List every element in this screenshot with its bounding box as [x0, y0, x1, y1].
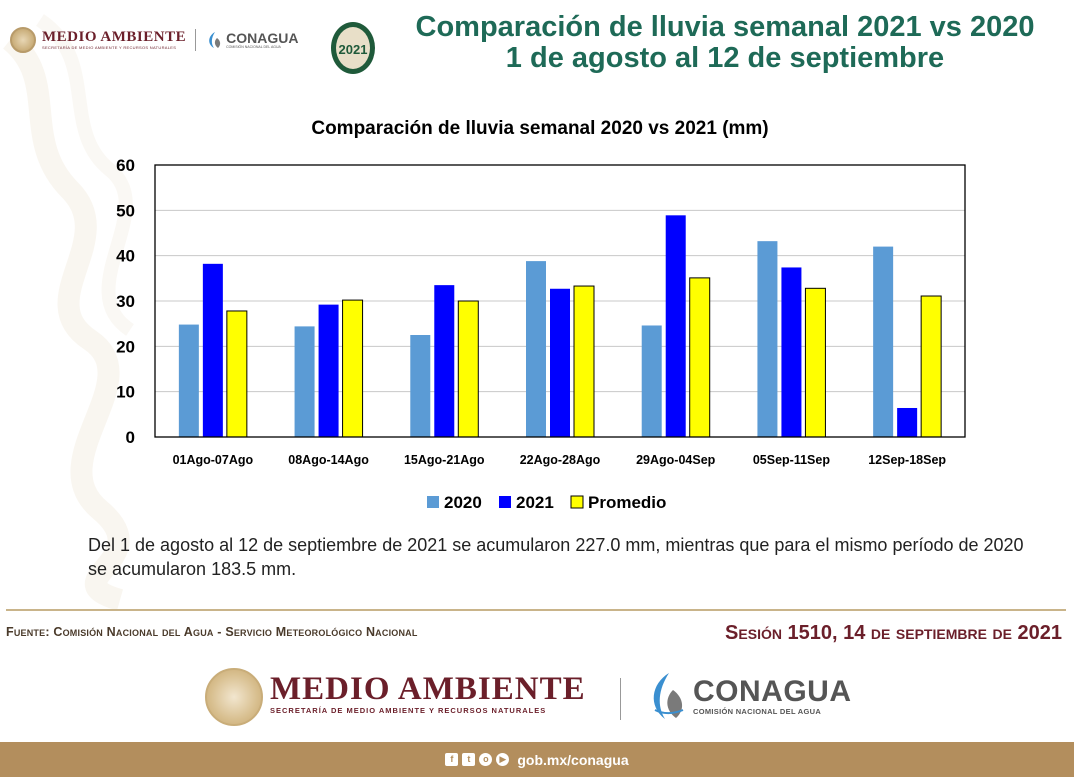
conagua-logo: CONAGUA COMISIÓN NACIONAL DEL AGUA — [205, 30, 298, 50]
x-axis: 01Ago-07Ago 08Ago-14Ago 15Ago-21Ago 22Ago-2… — [173, 453, 947, 467]
bar-2021-2 — [318, 304, 339, 437]
title-line-1: Comparación de lluvia semanal 2021 vs 20… — [415, 11, 1035, 43]
header-logos: MEDIO AMBIENTE SECRETARÍA DE MEDIO AMBIE… — [10, 27, 298, 53]
conagua-icon — [209, 32, 221, 48]
summary-text: Del 1 de agosto al 12 de septiembre de 2… — [88, 535, 1024, 579]
legend-label: 2021 — [516, 493, 554, 512]
y-tick-label: 40 — [116, 247, 135, 266]
medio-ambiente-logo: MEDIO AMBIENTE SECRETARÍA DE MEDIO AMBIE… — [42, 29, 187, 51]
youtube-icon[interactable]: ▶ — [496, 753, 510, 766]
social-icons: f t o ▶ — [445, 753, 510, 766]
bar-2020-3 — [410, 335, 431, 437]
facebook-icon[interactable]: f — [445, 753, 459, 766]
legend-label: 2020 — [444, 493, 482, 512]
mexico-logo-year: 2021 — [339, 42, 368, 57]
title-line-2: 1 de agosto al 12 de septiembre — [505, 42, 945, 74]
bar-promedio-1 — [226, 310, 248, 438]
chart-title: Comparación de lluvia semanal 2020 vs 20… — [311, 118, 768, 139]
y-tick-label: 60 — [116, 156, 135, 175]
bar-promedio-3 — [457, 300, 479, 438]
legend-swatch — [427, 496, 439, 508]
mexico-seal-icon — [10, 27, 36, 53]
y-tick-label: 0 — [126, 428, 135, 447]
instagram-icon[interactable]: o — [479, 753, 493, 766]
header: MEDIO AMBIENTE SECRETARÍA DE MEDIO AMBIE… — [0, 0, 1074, 90]
conagua-logo-large: CONAGUA COMISIÓN NACIONAL DEL AGUA — [645, 670, 852, 722]
bar-2021-6 — [781, 267, 802, 437]
bar-promedio-2 — [342, 299, 364, 438]
rainfall-bar-chart: Comparación de lluvia semanal 2020 vs 20… — [116, 118, 966, 512]
bar-promedio-6 — [804, 287, 826, 438]
legend-swatch — [499, 496, 511, 508]
bottom-bar: f t o ▶ gob.mx/conagua — [0, 742, 1074, 777]
y-tick-label: 20 — [116, 337, 135, 356]
x-tick-label: 12Sep-18Sep — [868, 453, 946, 467]
bar-2020-7 — [873, 246, 894, 437]
x-tick-label: 08Ago-14Ago — [288, 453, 369, 467]
mexico-2021-logo: 2021 — [331, 22, 375, 74]
bar-2020-1 — [178, 324, 199, 437]
bar-2021-3 — [434, 285, 455, 437]
background-ornament — [2, 14, 135, 610]
bar-2020-4 — [526, 261, 546, 437]
gob-mx-link[interactable]: gob.mx/conagua — [517, 751, 629, 768]
page-title: Comparación de lluvia semanal 2021 vs 20… — [380, 12, 1070, 74]
legend: 2020 2021 Promedio — [427, 493, 666, 512]
bars — [178, 215, 942, 438]
bar-2020-2 — [294, 326, 315, 437]
conagua-large-icon — [653, 673, 684, 719]
session-text: Sesión 1510, 14 de septiembre de 2021 — [725, 622, 1062, 644]
twitter-icon[interactable]: t — [462, 753, 476, 766]
plot-frame — [154, 164, 966, 438]
bar-promedio-5 — [689, 277, 711, 438]
y-axis: 0 10 20 30 40 50 60 — [116, 156, 135, 447]
legend-label: Promedio — [588, 493, 666, 512]
bar-2021-4 — [550, 288, 570, 437]
legend-swatch — [570, 495, 584, 509]
bar-2021-5 — [665, 215, 686, 437]
bar-2020-5 — [641, 325, 662, 437]
x-tick-label: 22Ago-28Ago — [520, 453, 601, 467]
mexico-seal-large-icon — [205, 668, 263, 726]
bar-2021-1 — [202, 263, 223, 437]
footer-logo-divider — [620, 678, 621, 720]
x-tick-label: 01Ago-07Ago — [173, 453, 254, 467]
y-tick-label: 50 — [116, 201, 135, 220]
bar-2020-6 — [757, 241, 778, 437]
bar-promedio-7 — [920, 295, 942, 438]
bar-2021-7 — [897, 407, 918, 437]
medio-ambiente-logo-large: MEDIO AMBIENTE SECRETARÍA DE MEDIO AMBIE… — [270, 671, 586, 715]
x-tick-label: 29Ago-04Sep — [636, 453, 716, 467]
source-text: Fuente: Comisión Nacional del Agua - Ser… — [6, 625, 418, 639]
y-tick-label: 30 — [116, 292, 135, 311]
y-tick-label: 10 — [116, 383, 135, 402]
bar-promedio-4 — [573, 285, 595, 438]
divider — [6, 609, 1066, 611]
footer-logos: MEDIO AMBIENTE SECRETARÍA DE MEDIO AMBIE… — [0, 664, 1074, 734]
logo-divider — [195, 29, 197, 51]
x-tick-label: 05Sep-11Sep — [753, 453, 830, 467]
x-tick-label: 15Ago-21Ago — [404, 453, 485, 467]
